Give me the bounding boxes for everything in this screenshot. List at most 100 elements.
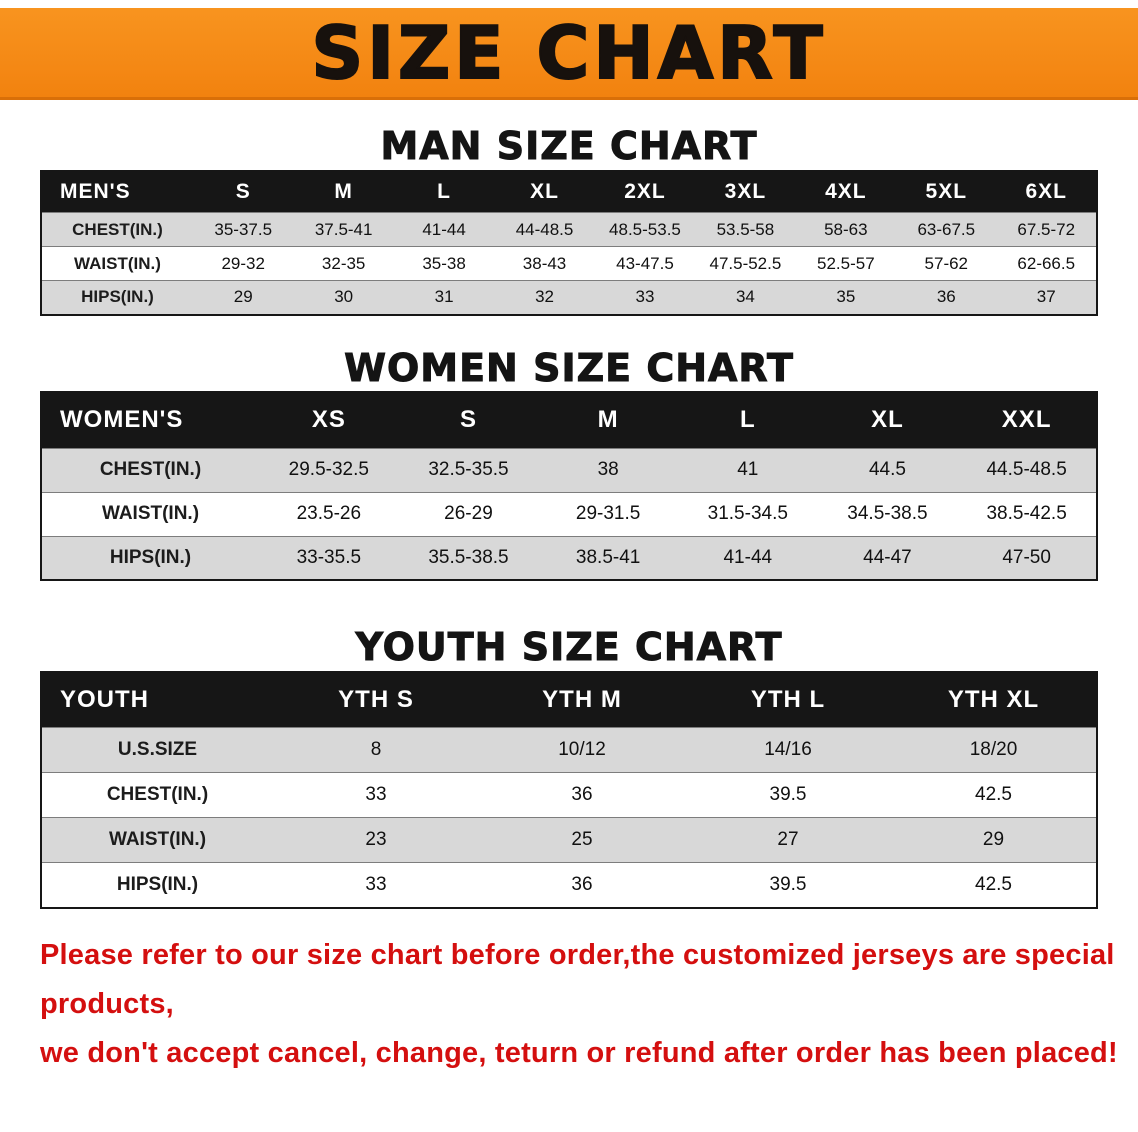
table-row: U.S.SIZE 8 10/12 14/16 18/20 xyxy=(41,727,1097,773)
size-value-cell: 30 xyxy=(293,280,394,315)
size-column-header: 4XL xyxy=(795,170,897,213)
size-value-cell: 41-44 xyxy=(677,535,818,581)
size-value-cell: 62-66.5 xyxy=(996,246,1097,281)
table-row: WAIST(IN.) 23.5-26 26-29 29-31.5 31.5-34.5 34… xyxy=(41,491,1097,537)
size-column-header: M xyxy=(538,392,678,449)
size-value-cell: 42.5 xyxy=(891,862,1097,908)
size-value-cell: 29 xyxy=(891,817,1097,863)
size-value-cell: 10/12 xyxy=(479,727,685,773)
disclaimer: Please refer to our size chart before or… xyxy=(0,931,1138,1078)
size-value-cell: 38.5-42.5 xyxy=(957,491,1097,537)
size-value-cell: 29.5-32.5 xyxy=(259,447,399,493)
size-value-cell: 63-67.5 xyxy=(896,212,997,247)
size-value-cell: 32-35 xyxy=(293,246,394,281)
men-section-heading: MAN SIZE CHART xyxy=(380,124,758,169)
table-row: HIPS(IN.) 33 36 39.5 42.5 xyxy=(41,862,1097,908)
row-label-cell: WAIST(IN.) xyxy=(41,491,259,537)
size-column-header: 6XL xyxy=(996,170,1097,213)
size-column-header: L xyxy=(393,170,495,213)
men-size-table: MEN'S S M L XL 2XL 3XL 4XL 5XL 6XL CHEST(IN.) 35-37… xyxy=(40,169,1098,316)
size-value-cell: 44-47 xyxy=(817,535,958,581)
size-value-cell: 47.5-52.5 xyxy=(695,246,796,281)
size-value-cell: 41-44 xyxy=(393,212,495,247)
row-label-cell: HIPS(IN.) xyxy=(41,862,273,908)
size-column-header: YTH M xyxy=(479,671,685,728)
size-value-cell: 33 xyxy=(273,862,479,908)
row-label-cell: U.S.SIZE xyxy=(41,727,273,773)
table-header-row: YOUTH YTH S YTH M YTH L YTH XL xyxy=(41,671,1097,728)
size-value-cell: 29 xyxy=(193,280,294,315)
size-column-header: YTH XL xyxy=(891,671,1097,728)
row-label-cell: WAIST(IN.) xyxy=(41,246,193,281)
women-section-heading: WOMEN SIZE CHART xyxy=(344,345,794,390)
youth-size-table: YOUTH YTH S YTH M YTH L YTH XL U.S.SIZE 8 10/12… xyxy=(40,670,1098,909)
disclaimer-line-2: we don't accept cancel, change, teturn o… xyxy=(40,1036,1118,1069)
women-size-section: WOMEN SIZE CHART WOMEN'S XS S M L XL XXL CHEST(… xyxy=(0,345,1138,582)
row-label-cell: HIPS(IN.) xyxy=(41,535,259,581)
table-row: HIPS(IN.) 33-35.5 35.5-38.5 38.5-41 41-44 44-… xyxy=(41,535,1097,581)
size-value-cell: 38.5-41 xyxy=(538,535,678,581)
size-value-cell: 14/16 xyxy=(685,727,891,773)
size-value-cell: 44.5-48.5 xyxy=(957,447,1097,493)
size-column-header: XXL xyxy=(957,392,1097,449)
size-column-header: XL xyxy=(494,170,595,213)
size-value-cell: 23 xyxy=(273,817,479,863)
size-value-cell: 26-29 xyxy=(398,491,539,537)
size-value-cell: 34.5-38.5 xyxy=(817,491,958,537)
size-column-header: 5XL xyxy=(896,170,997,213)
size-column-header: XS xyxy=(259,392,399,449)
size-column-header: YTH S xyxy=(273,671,479,728)
size-value-cell: 32.5-35.5 xyxy=(398,447,539,493)
size-value-cell: 31.5-34.5 xyxy=(677,491,818,537)
table-corner-label: WOMEN'S xyxy=(41,392,259,449)
size-value-cell: 67.5-72 xyxy=(996,212,1097,247)
size-column-header: 2XL xyxy=(594,170,696,213)
size-value-cell: 31 xyxy=(393,280,495,315)
size-value-cell: 47-50 xyxy=(957,535,1097,581)
table-row: CHEST(IN.) 35-37.5 37.5-41 41-44 44-48.5 48.5… xyxy=(41,212,1097,247)
size-column-header: XL xyxy=(817,392,958,449)
size-value-cell: 57-62 xyxy=(896,246,997,281)
size-value-cell: 33 xyxy=(273,772,479,818)
size-value-cell: 35-37.5 xyxy=(193,212,294,247)
size-value-cell: 53.5-58 xyxy=(695,212,796,247)
size-value-cell: 44-48.5 xyxy=(494,212,595,247)
row-label-cell: CHEST(IN.) xyxy=(41,772,273,818)
size-value-cell: 41 xyxy=(677,447,818,493)
row-label-cell: WAIST(IN.) xyxy=(41,817,273,863)
size-value-cell: 35-38 xyxy=(393,246,495,281)
row-label-cell: HIPS(IN.) xyxy=(41,280,193,315)
banner-title: SIZE CHART xyxy=(310,10,827,95)
table-row: WAIST(IN.) 23 25 27 29 xyxy=(41,817,1097,863)
size-value-cell: 39.5 xyxy=(685,772,891,818)
size-value-cell: 29-32 xyxy=(193,246,294,281)
men-size-section: MAN SIZE CHART MEN'S S M L XL 2XL 3XL 4XL 5XL 6XL… xyxy=(0,124,1138,316)
size-value-cell: 27 xyxy=(685,817,891,863)
table-row: WAIST(IN.) 29-32 32-35 35-38 38-43 43-47.5 47.… xyxy=(41,246,1097,281)
size-column-header: YTH L xyxy=(685,671,891,728)
youth-size-section: YOUTH SIZE CHART YOUTH YTH S YTH M YTH L YTH… xyxy=(0,625,1138,909)
row-label-cell: CHEST(IN.) xyxy=(41,447,259,493)
size-value-cell: 37 xyxy=(996,280,1097,315)
size-column-header: L xyxy=(677,392,818,449)
size-column-header: M xyxy=(293,170,394,213)
size-value-cell: 36 xyxy=(479,862,685,908)
table-header-row: MEN'S S M L XL 2XL 3XL 4XL 5XL 6XL xyxy=(41,170,1097,213)
size-value-cell: 42.5 xyxy=(891,772,1097,818)
size-value-cell: 32 xyxy=(494,280,595,315)
size-value-cell: 52.5-57 xyxy=(795,246,897,281)
table-header-row: WOMEN'S XS S M L XL XXL xyxy=(41,392,1097,449)
table-corner-label: MEN'S xyxy=(41,170,193,213)
size-value-cell: 34 xyxy=(695,280,796,315)
size-value-cell: 29-31.5 xyxy=(538,491,678,537)
size-column-header: S xyxy=(193,170,294,213)
size-value-cell: 18/20 xyxy=(891,727,1097,773)
size-column-header: S xyxy=(398,392,539,449)
size-value-cell: 35.5-38.5 xyxy=(398,535,539,581)
size-value-cell: 38-43 xyxy=(494,246,595,281)
size-value-cell: 33-35.5 xyxy=(259,535,399,581)
size-value-cell: 38 xyxy=(538,447,678,493)
table-row: HIPS(IN.) 29 30 31 32 33 34 35 36 37 xyxy=(41,280,1097,315)
size-value-cell: 39.5 xyxy=(685,862,891,908)
disclaimer-line-1: Please refer to our size chart before or… xyxy=(40,938,1115,1020)
